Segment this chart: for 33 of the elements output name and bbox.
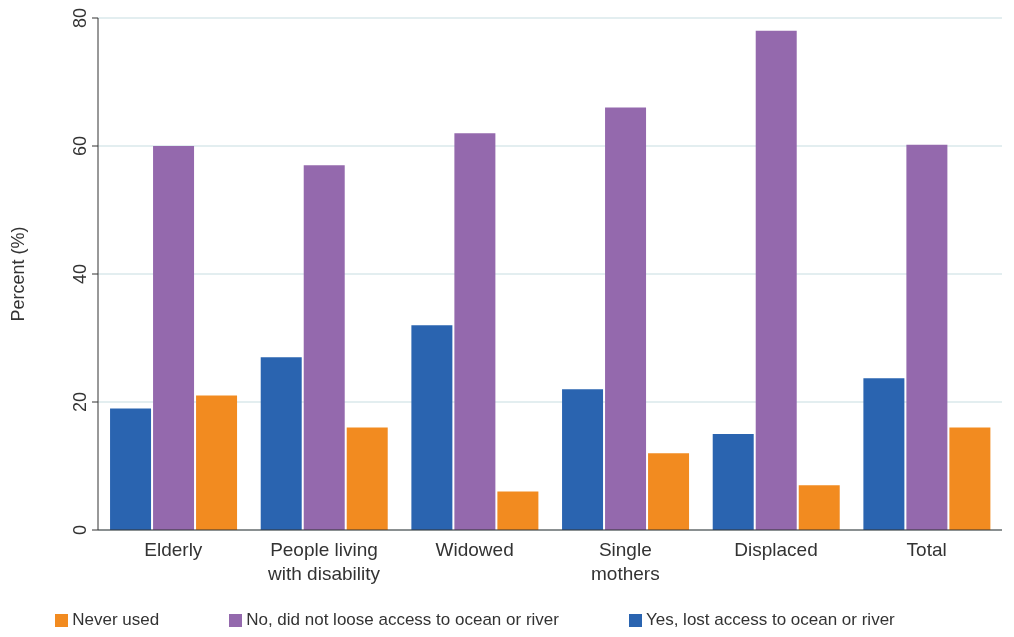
legend-label: Never used: [72, 610, 160, 629]
bar: [605, 107, 647, 530]
bar: [260, 357, 302, 530]
bar: [863, 378, 905, 530]
legend-label: Yes, lost access to ocean or river: [645, 610, 895, 629]
y-axis-title: Percent (%): [8, 226, 29, 322]
x-tick-label: Widowed: [435, 539, 514, 560]
bar: [497, 491, 539, 530]
y-tick-label: 20: [70, 391, 90, 413]
bar: [303, 165, 345, 530]
bar: [196, 395, 238, 530]
x-tick-label: Displaced: [734, 539, 818, 560]
bar: [755, 30, 797, 530]
bar: [798, 485, 840, 530]
bar: [562, 389, 604, 530]
bar: [153, 146, 195, 530]
bar: [346, 427, 388, 530]
bar: [411, 325, 453, 530]
bar: [648, 453, 690, 530]
bar: [110, 408, 152, 530]
x-tick-label: Single mothers: [591, 539, 660, 584]
x-tick-label: Elderly: [144, 539, 203, 560]
y-tick-label: 60: [70, 135, 90, 157]
y-tick-label: 40: [70, 263, 90, 285]
x-tick-label: People living with disability: [267, 539, 381, 584]
bar: [906, 144, 948, 530]
bar: [949, 427, 991, 530]
y-tick-label: 0: [70, 524, 90, 536]
legend-label: No, did not loose access to ocean or river: [246, 610, 559, 629]
bar: [712, 434, 754, 530]
y-tick-label: 80: [70, 7, 90, 29]
x-tick-label: Total: [906, 539, 947, 560]
bar: [454, 133, 496, 530]
